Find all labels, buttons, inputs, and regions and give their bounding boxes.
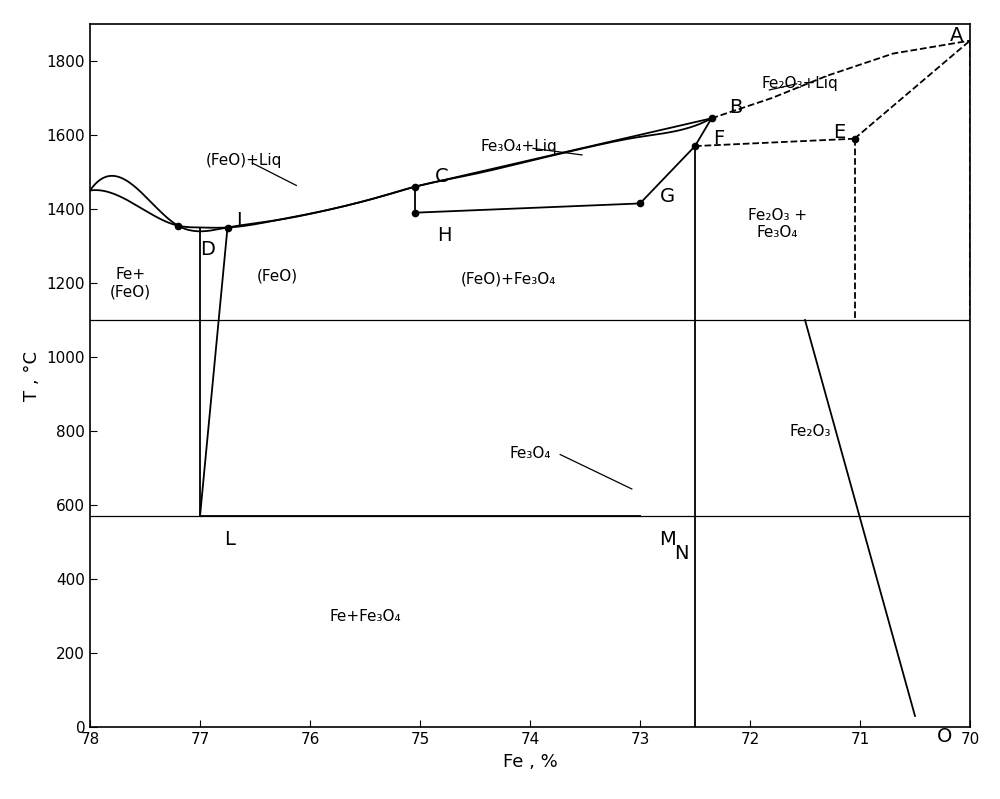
Text: C: C: [435, 167, 449, 186]
X-axis label: Fe , %: Fe , %: [503, 753, 557, 770]
Text: I: I: [236, 211, 241, 229]
Text: (FeO)+Liq: (FeO)+Liq: [206, 153, 282, 169]
Text: Fe₂O₃+Liq: Fe₂O₃+Liq: [761, 76, 838, 90]
Text: Fe₂O₃: Fe₂O₃: [790, 423, 831, 439]
Text: D: D: [200, 240, 215, 259]
Text: N: N: [675, 544, 689, 563]
Text: Fe₂O₃ +
Fe₃O₄: Fe₂O₃ + Fe₃O₄: [748, 208, 807, 240]
Text: B: B: [729, 98, 742, 117]
Text: L: L: [224, 530, 235, 549]
Text: Fe+Fe₃O₄: Fe+Fe₃O₄: [329, 609, 401, 623]
Text: H: H: [437, 226, 451, 245]
Text: Fe+
(FeO): Fe+ (FeO): [110, 267, 151, 299]
Text: A: A: [950, 26, 963, 45]
Text: F: F: [714, 129, 725, 148]
Text: M: M: [659, 530, 676, 549]
Text: O: O: [937, 727, 952, 745]
Text: Fe₃O₄: Fe₃O₄: [509, 446, 551, 461]
Text: Fe₃O₄+Liq: Fe₃O₄+Liq: [481, 138, 557, 153]
Text: (FeO)+Fe₃O₄: (FeO)+Fe₃O₄: [460, 272, 556, 287]
Y-axis label: T , °C: T , °C: [23, 351, 41, 400]
Text: (FeO): (FeO): [256, 268, 298, 283]
Text: G: G: [660, 186, 675, 205]
Text: E: E: [833, 122, 845, 141]
